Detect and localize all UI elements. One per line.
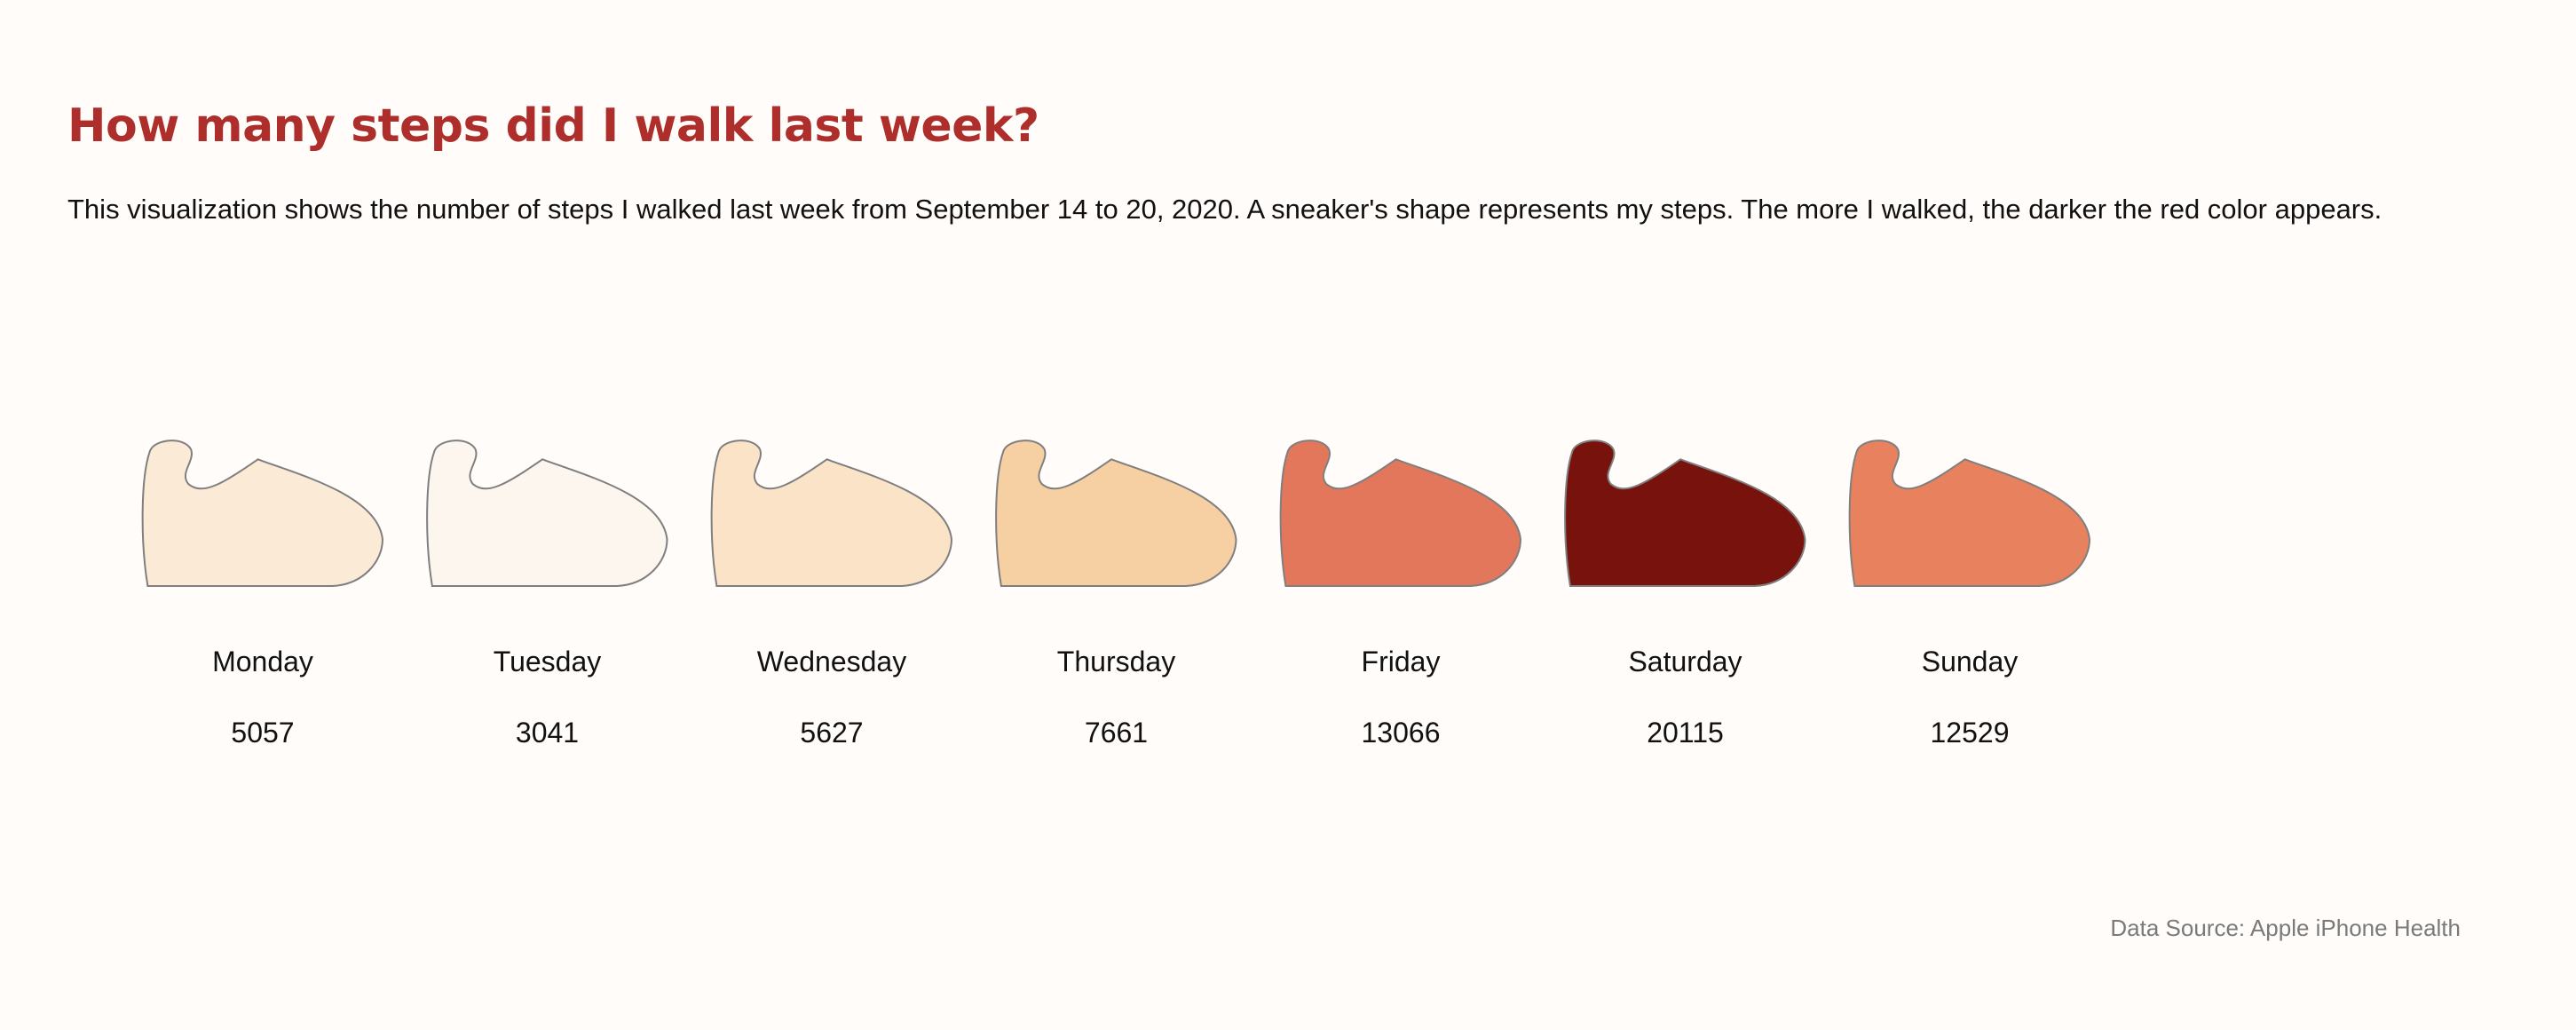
data-source-note: Data Source: Apple iPhone Health bbox=[2110, 915, 2461, 941]
day-label: Saturday bbox=[1628, 646, 1742, 677]
day-group-thursday: Thursday 7661 bbox=[995, 440, 1237, 749]
steps-value-label: 7661 bbox=[1085, 717, 1148, 749]
day-label: Monday bbox=[212, 646, 313, 677]
day-label: Friday bbox=[1362, 646, 1441, 677]
day-label: Tuesday bbox=[494, 646, 602, 677]
chart-title: How many steps did I walk last week? bbox=[67, 99, 1039, 153]
steps-value-label: 3041 bbox=[516, 717, 579, 749]
steps-value-label: 20115 bbox=[1647, 717, 1724, 749]
day-group-monday: Monday 5057 bbox=[141, 440, 384, 749]
sneaker-icon bbox=[1279, 440, 1522, 587]
day-group-tuesday: Tuesday 3041 bbox=[426, 440, 668, 749]
sneaker-icon bbox=[1848, 440, 2091, 587]
day-label: Thursday bbox=[1057, 646, 1175, 677]
day-group-saturday: Saturday 20115 bbox=[1564, 440, 1806, 749]
day-label: Wednesday bbox=[757, 646, 906, 677]
day-label: Sunday bbox=[1922, 646, 2019, 677]
chart-description: This visualization shows the number of s… bbox=[67, 194, 2382, 225]
steps-value-label: 5627 bbox=[800, 717, 863, 749]
sneaker-icon bbox=[426, 440, 668, 587]
day-group-sunday: Sunday 12529 bbox=[1848, 440, 2091, 749]
day-group-friday: Friday 13066 bbox=[1279, 440, 1522, 749]
sneaker-icon bbox=[710, 440, 953, 587]
steps-value-label: 13066 bbox=[1362, 717, 1441, 749]
sneaker-icon bbox=[995, 440, 1237, 587]
sneaker-icon bbox=[1564, 440, 1806, 587]
sneaker-icon bbox=[141, 440, 384, 587]
day-group-wednesday: Wednesday 5627 bbox=[710, 440, 953, 749]
steps-value-label: 5057 bbox=[231, 717, 294, 749]
steps-value-label: 12529 bbox=[1931, 717, 2010, 749]
